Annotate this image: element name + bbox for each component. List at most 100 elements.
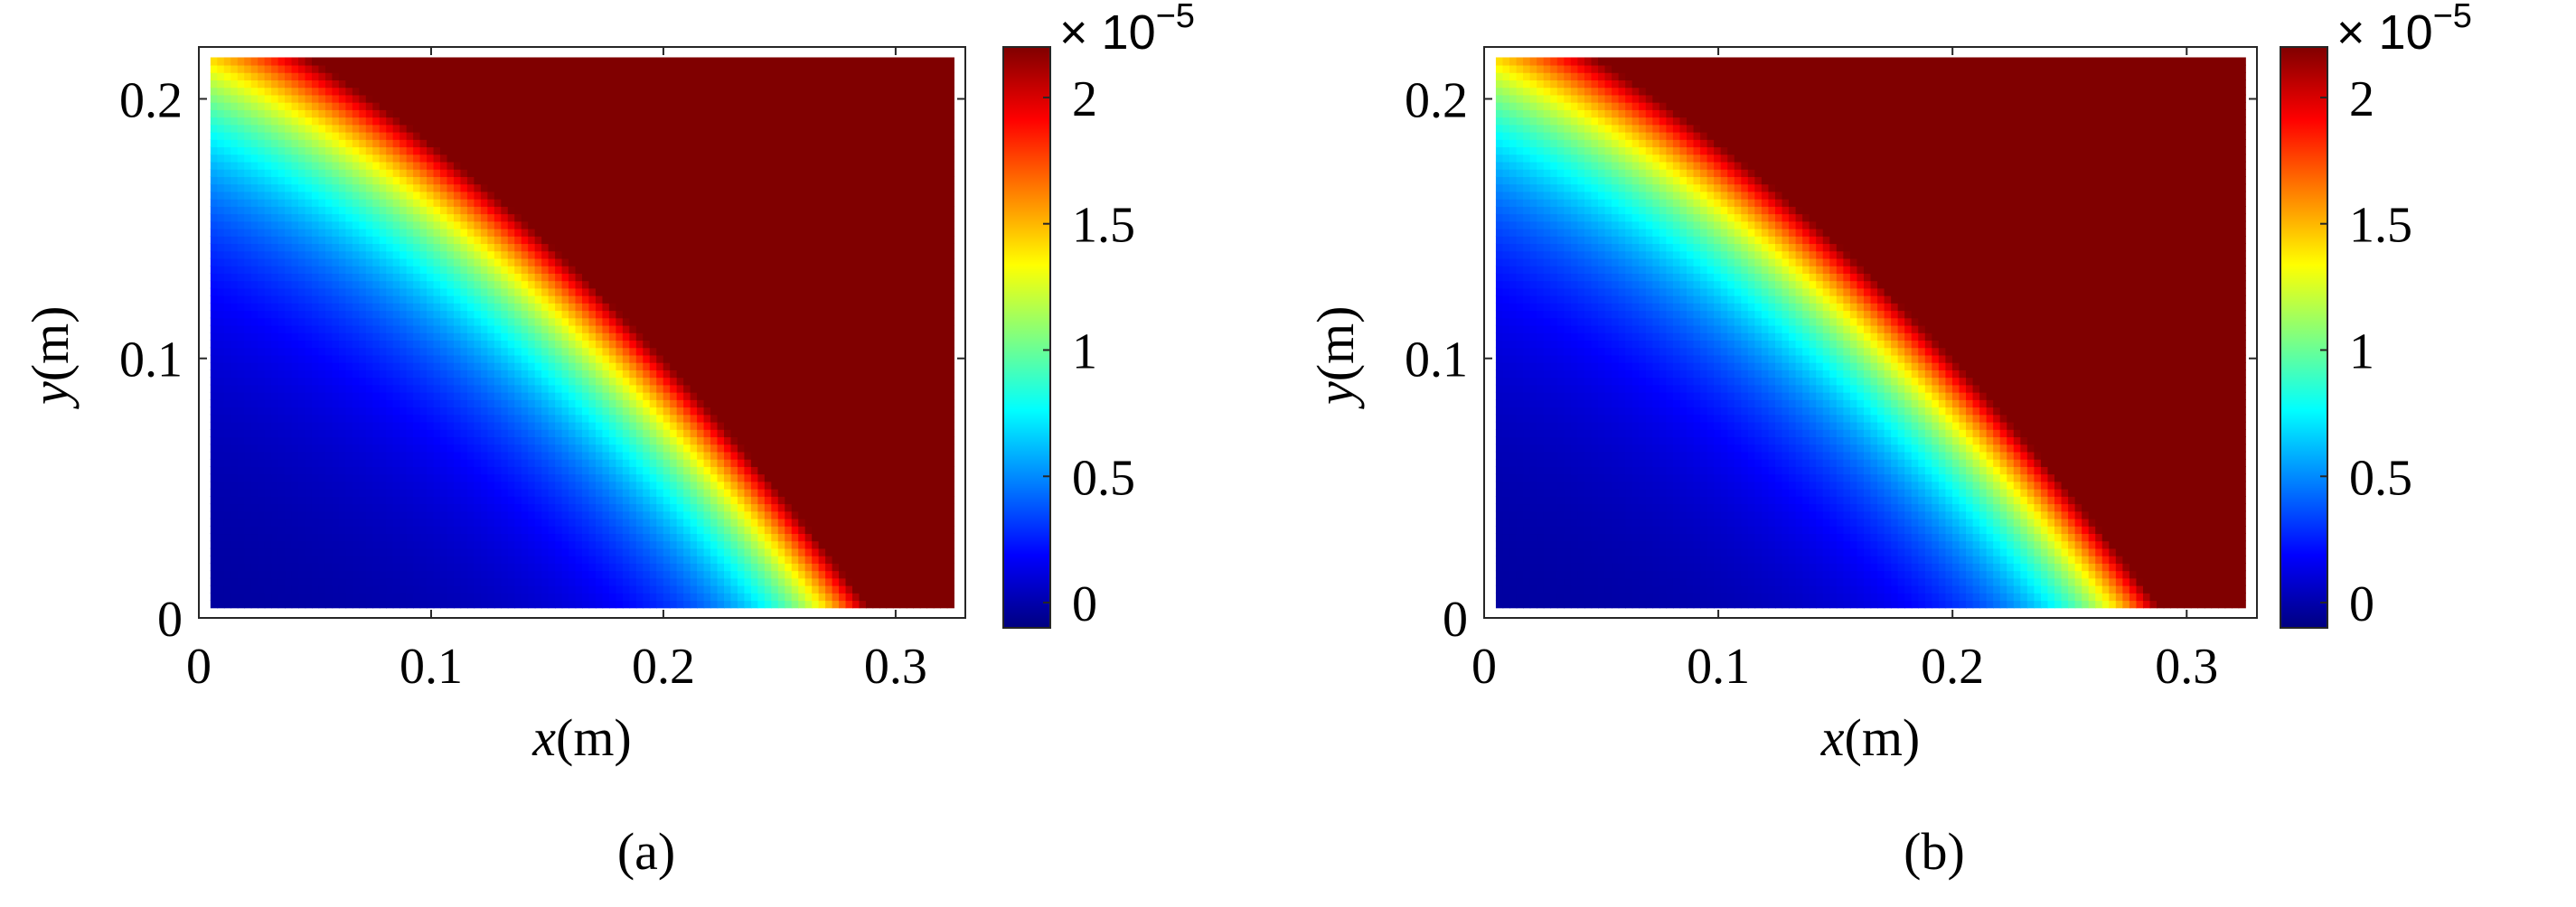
heatmap-cell (223, 324, 232, 333)
heatmap-cell (629, 340, 637, 349)
heatmap-cell (534, 391, 542, 400)
heatmap-cell (670, 399, 678, 408)
heatmap-cell (670, 287, 678, 296)
heatmap-cell (825, 444, 833, 453)
heatmap-cell (271, 436, 279, 445)
heatmap-cell (892, 303, 901, 312)
heatmap-cell (400, 496, 408, 505)
heatmap-cell (825, 496, 833, 505)
heatmap-cell (494, 317, 503, 326)
heatmap-cell (852, 436, 860, 445)
heatmap-cell (447, 280, 455, 289)
heatmap-cell (839, 361, 847, 370)
heatmap-cell (697, 340, 705, 349)
heatmap-cell (359, 332, 367, 341)
heatmap-cell (690, 287, 698, 296)
heatmap-cell (798, 347, 806, 356)
heatmap-cell (825, 407, 833, 416)
heatmap-cell (588, 584, 597, 594)
heatmap-cell (365, 496, 374, 505)
heatmap-cell (271, 510, 279, 519)
heatmap-cell (845, 481, 853, 490)
heatmap-cell (318, 466, 326, 475)
heatmap-cell (865, 391, 874, 400)
heatmap-cell (791, 584, 800, 594)
heatmap-cell (892, 421, 901, 430)
heatmap-cell (244, 563, 252, 572)
heatmap-cell (359, 310, 367, 319)
heatmap-cell (622, 444, 631, 453)
heatmap-cell (332, 458, 340, 467)
heatmap-cell (548, 451, 556, 460)
heatmap-cell (575, 503, 583, 512)
heatmap-cell (643, 347, 651, 356)
heatmap-cell (892, 458, 901, 467)
heatmap-cell (528, 287, 536, 296)
heatmap-cell (818, 317, 826, 326)
heatmap-cell (892, 436, 901, 445)
heatmap-cell (264, 361, 272, 370)
heatmap-cell (717, 303, 725, 312)
heatmap-cell (750, 317, 759, 326)
heatmap-cell (899, 547, 907, 556)
heatmap-cell (258, 496, 266, 505)
heatmap-cell (285, 428, 293, 438)
heatmap-cell (804, 593, 813, 602)
heatmap-cell (663, 458, 671, 467)
heatmap-cell (812, 310, 820, 319)
heatmap-cell (427, 310, 435, 319)
heatmap-cell (582, 466, 590, 475)
heatmap-cell (541, 533, 550, 542)
heatmap-cell (575, 332, 583, 341)
heatmap-cell (730, 273, 738, 282)
heatmap-cell (575, 584, 583, 594)
heatmap-cell (311, 458, 320, 467)
heatmap-cell (839, 436, 847, 445)
heatmap-cell (703, 466, 711, 475)
heatmap-cell (474, 407, 482, 416)
heatmap-cell (670, 361, 678, 370)
heatmap-cell (750, 354, 759, 363)
heatmap-cell (474, 436, 482, 445)
heatmap-cell (332, 466, 340, 475)
heatmap-cell (514, 525, 522, 535)
heatmap-cell (548, 414, 556, 423)
heatmap-cell (311, 414, 320, 423)
heatmap-cell (845, 303, 853, 312)
heatmap-cell (447, 324, 455, 333)
heatmap-cell (926, 584, 935, 594)
heatmap-cell (324, 540, 334, 549)
heatmap-cell (223, 361, 232, 370)
heatmap-cell (555, 577, 563, 586)
heatmap-cell (879, 399, 888, 408)
heatmap-cell (548, 354, 556, 363)
heatmap-cell (744, 324, 752, 333)
heatmap-cell (608, 577, 617, 586)
heatmap-cell (940, 347, 948, 356)
heatmap-cell (285, 600, 293, 609)
heatmap-cell (643, 547, 651, 556)
heatmap-cell (676, 540, 684, 549)
heatmap-cell (569, 458, 577, 467)
heatmap-cell (433, 303, 441, 312)
heatmap-cell (663, 324, 671, 333)
heatmap-cell (561, 354, 569, 363)
heatmap-cell (926, 407, 935, 416)
heatmap-cell (555, 303, 563, 312)
heatmap-cell (663, 481, 671, 490)
heatmap-cell (285, 577, 293, 586)
heatmap-cell (663, 488, 671, 497)
heatmap-cell (859, 347, 867, 356)
heatmap-cell (845, 354, 853, 363)
heatmap-cell (528, 324, 536, 333)
heatmap-cell (311, 503, 320, 512)
heatmap-cell (223, 384, 232, 393)
heatmap-cell (771, 273, 779, 282)
heatmap-cell (250, 414, 259, 423)
heatmap-cell (744, 414, 752, 423)
heatmap-cell (244, 428, 252, 438)
heatmap-cell (230, 473, 239, 482)
heatmap-cell (906, 466, 915, 475)
heatmap-cell (812, 488, 820, 497)
heatmap-cell (528, 280, 536, 289)
